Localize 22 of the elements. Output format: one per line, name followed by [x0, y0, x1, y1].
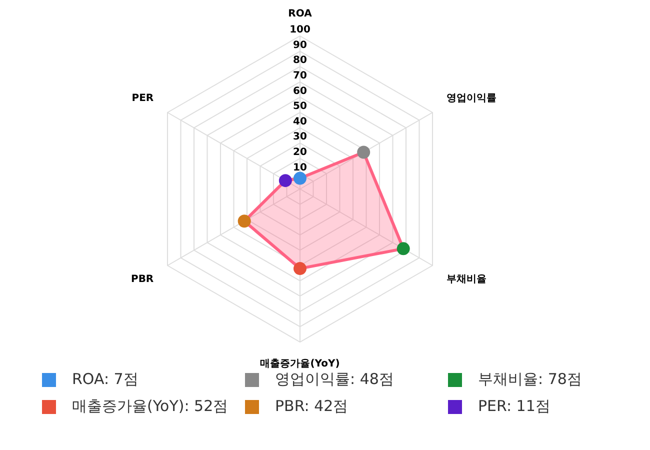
y-tick-label: 50	[293, 101, 307, 112]
spoke-label: ROA	[288, 8, 312, 20]
spoke-label: 영업이익률	[446, 93, 496, 104]
text: 부채비율: 78점	[478, 370, 582, 389]
y-tick-label: 80	[293, 55, 307, 66]
spoke-label: 매출증가율(YoY)	[260, 358, 340, 370]
y-tick-label: 60	[293, 86, 307, 97]
text: 영업이익률: 48점	[275, 370, 394, 389]
y-tick-label: 40	[293, 116, 307, 128]
text: ROA: 7점	[72, 370, 138, 389]
text: 매출증가율(YoY): 52점	[72, 397, 228, 416]
y-tick-label: 10	[293, 162, 307, 174]
y-tick-label: 100	[290, 24, 310, 36]
y-tick-label: 70	[293, 70, 307, 82]
y-tick-label: 90	[293, 40, 307, 51]
y-tick-label: 20	[293, 146, 307, 158]
y-tick-label: 30	[293, 132, 307, 143]
text: PBR: 42점	[275, 397, 348, 416]
spoke-label: PBR	[130, 274, 154, 286]
spoke-label: PER	[132, 93, 154, 104]
spoke-label: 부채비율	[446, 274, 486, 286]
text: PER: 11점	[478, 397, 550, 416]
